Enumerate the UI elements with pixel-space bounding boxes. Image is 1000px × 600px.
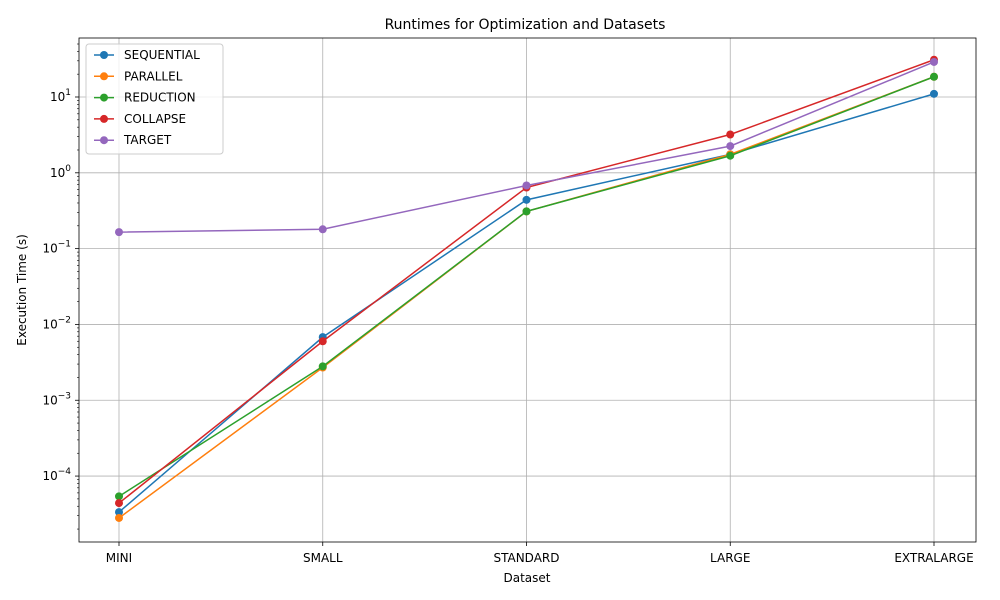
y-tick-label: 101 — [50, 88, 71, 104]
legend-item-sequential: SEQUENTIAL — [94, 48, 200, 62]
data-point-reduction — [115, 492, 123, 501]
legend-label: REDUCTION — [124, 91, 196, 105]
x-tick-label: STANDARD — [493, 551, 559, 565]
legend-swatch-marker — [100, 136, 108, 145]
legend-label: SEQUENTIAL — [124, 48, 200, 62]
data-point-reduction — [522, 207, 531, 216]
legend-swatch-marker — [100, 72, 108, 81]
x-tick-label: EXTRALARGE — [894, 551, 973, 565]
legend-swatch-marker — [100, 51, 108, 59]
legend-swatch-marker — [100, 114, 108, 123]
data-point-target — [522, 181, 531, 190]
series-reduction — [115, 72, 938, 501]
data-point-collapse — [115, 499, 123, 508]
data-point-target — [726, 142, 735, 151]
data-point-reduction — [318, 362, 327, 371]
data-point-sequential — [522, 195, 531, 204]
data-point-target — [318, 225, 327, 234]
legend-item-target: TARGET — [94, 133, 172, 147]
series-layer — [115, 55, 938, 522]
data-point-collapse — [318, 337, 327, 346]
x-tick-label: LARGE — [710, 551, 750, 565]
x-axis-label: Dataset — [504, 571, 551, 585]
y-tick-label: 10−2 — [42, 315, 71, 331]
legend-box — [85, 43, 224, 155]
legend-swatch-marker — [100, 93, 108, 102]
y-axis-label: Execution Time (s) — [15, 234, 29, 346]
data-point-sequential — [930, 89, 938, 98]
x-tick-label: MINI — [106, 551, 132, 565]
y-axis: 10−4 10−3 10−2 10−1 100 101 — [42, 43, 79, 530]
chart-title: Runtimes for Optimization and Datasets — [385, 17, 666, 33]
y-tick-label: 10−1 — [42, 240, 71, 256]
data-point-parallel — [115, 513, 123, 522]
x-tick-label: SMALL — [303, 551, 343, 565]
y-tick-label: 10−3 — [42, 391, 71, 407]
x-axis: MINI SMALL STANDARD LARGE EXTRALARGE — [106, 542, 974, 565]
y-tick-label: 100 — [50, 164, 71, 180]
data-point-reduction — [726, 151, 735, 160]
series-target — [115, 57, 938, 237]
legend-item-parallel: PARALLEL — [94, 69, 183, 83]
legend: SEQUENTIAL PARALLEL REDUCTION COLLAPSE TARGE… — [85, 43, 224, 155]
data-point-target — [115, 228, 123, 237]
data-point-target — [930, 57, 938, 66]
data-point-sequential — [115, 508, 123, 517]
data-point-reduction — [930, 72, 938, 81]
legend-label: TARGET — [123, 133, 172, 147]
legend-item-collapse: COLLAPSE — [94, 112, 186, 126]
legend-label: COLLAPSE — [124, 112, 186, 126]
legend-label: PARALLEL — [124, 69, 183, 83]
plot-frame — [78, 37, 977, 543]
legend-item-reduction: REDUCTION — [94, 91, 196, 105]
data-point-collapse — [726, 130, 735, 139]
y-tick-label: 10−4 — [42, 467, 71, 483]
grid — [79, 38, 976, 542]
